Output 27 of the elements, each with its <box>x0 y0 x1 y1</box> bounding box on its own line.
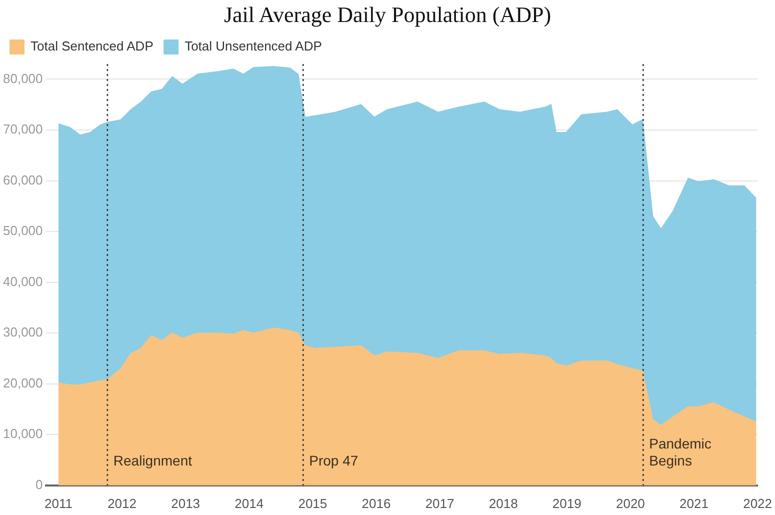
x-tick-label: 2011 <box>44 496 72 511</box>
x-tick-label: 2020 <box>616 496 645 511</box>
ref-line-label: Prop 47 <box>309 452 358 468</box>
y-tick-label: 20,000 <box>2 375 43 390</box>
x-tick-label: 2014 <box>234 496 264 511</box>
legend-label: Total Sentenced ADP <box>30 38 154 54</box>
ref-line-label: Realignment <box>113 452 192 468</box>
x-tick-label: 2017 <box>425 496 454 511</box>
y-tick-label: 60,000 <box>2 172 43 188</box>
y-tick-label: 0 <box>36 476 43 492</box>
y-tick-label: 40,000 <box>2 274 43 289</box>
chart-title: Jail Average Daily Population (ADP) <box>222 1 552 29</box>
x-tick-label: 2016 <box>362 496 391 511</box>
x-tick-label: 2018 <box>488 496 518 511</box>
x-tick-label: 2015 <box>298 496 328 511</box>
y-tick-label: 30,000 <box>2 324 43 340</box>
y-tick-label: 50,000 <box>2 223 43 238</box>
x-tick-label: 2022 <box>743 496 772 511</box>
y-tick-label: 10,000 <box>2 426 43 442</box>
ref-line-label: Pandemic Begins <box>649 435 712 468</box>
y-tick-label: 80,000 <box>2 70 43 86</box>
legend-label: Total Unsentenced ADP <box>184 38 322 54</box>
x-tick-label: 2013 <box>171 496 200 511</box>
y-tick-label: 70,000 <box>2 122 43 137</box>
x-tick-label: 2021 <box>680 496 708 511</box>
x-tick-label: 2012 <box>108 496 136 511</box>
x-tick-label: 2019 <box>552 496 582 511</box>
